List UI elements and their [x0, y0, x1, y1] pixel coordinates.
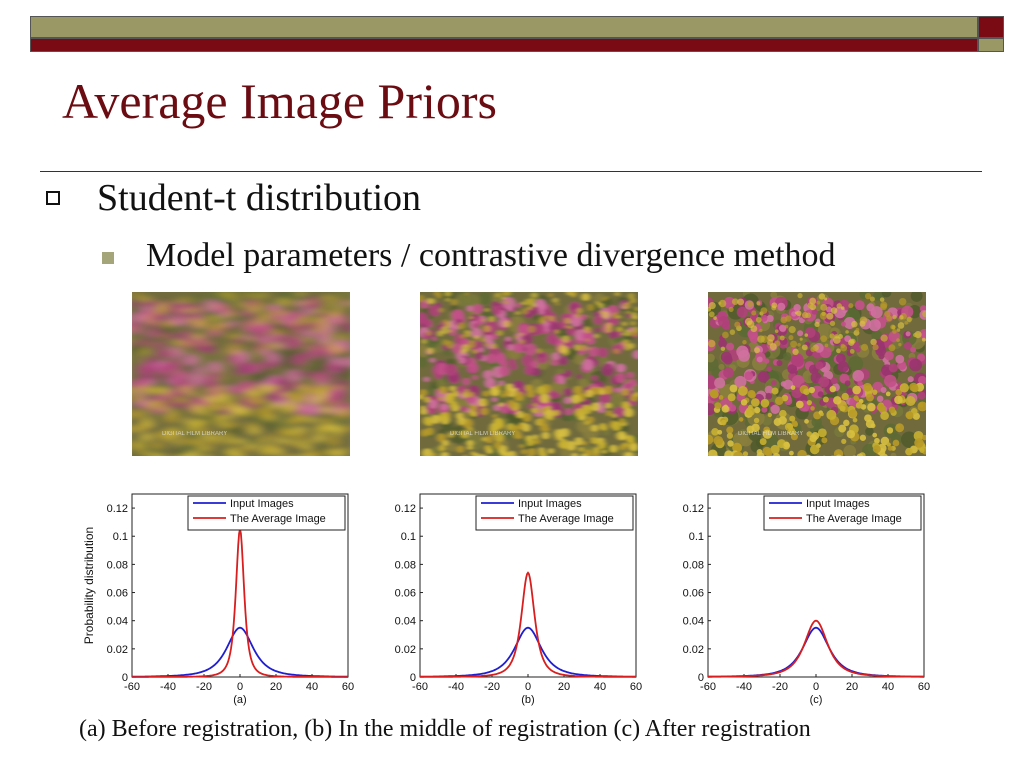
legend-entry: The Average Image [806, 513, 902, 525]
y-tick-label: 0.04 [395, 616, 416, 628]
x-tick-label: 0 [237, 681, 243, 693]
y-tick-label: 0.02 [395, 644, 416, 656]
plot-a: -60 -40 -20 0 20 40 60 0 0.02 0.04 0.06 0.08 0.1 0.12… [78, 488, 364, 715]
legend-entry: Input Images [230, 498, 294, 510]
photo-watermark: DIGITAL FILM LIBRARY [162, 431, 227, 437]
chart-svg: -60 -40 -20 0 20 40 60 0 0.02 0.04 0.06 0.08 0.1 0.12… [683, 493, 930, 706]
header-band-dark [30, 38, 978, 52]
x-axis-label: (a) [233, 694, 246, 706]
x-tick-label: 40 [306, 681, 318, 693]
plot-b: -60 -40 -20 0 20 40 60 0 0.02 0.04 0.06 0.08 0.1 0.12… [366, 488, 652, 715]
y-tick-label: 0.1 [113, 531, 128, 543]
y-tick-label: 0.04 [683, 616, 704, 628]
slide-title: Average Image Priors [62, 73, 498, 129]
legend-box [475, 495, 634, 531]
x-tick-label: -20 [484, 681, 500, 693]
legend-entry: Input Images [518, 498, 582, 510]
x-tick-label: -60 [700, 681, 716, 693]
x-tick-label: 0 [525, 681, 531, 693]
x-tick-label: -40 [448, 681, 464, 693]
x-tick-label: -60 [412, 681, 428, 693]
y-tick-label: 0.12 [395, 503, 416, 515]
y-tick-label: 0.02 [107, 644, 128, 656]
x-tick-label: -20 [196, 681, 212, 693]
y-tick-label: 0.08 [395, 559, 416, 571]
hollow-square-bullet-icon [46, 191, 60, 205]
x-tick-label: -20 [772, 681, 788, 693]
series-line-average-image [708, 619, 924, 678]
x-tick-label: 20 [846, 681, 858, 693]
y-tick-label: 0.12 [683, 503, 704, 515]
x-axis-label: (b) [521, 694, 534, 706]
y-tick-label: 0 [122, 672, 128, 684]
header-corner-olive [978, 38, 1004, 52]
y-tick-label: 0.06 [107, 588, 128, 600]
header-corner-dark [978, 16, 1004, 38]
chart-svg: -60 -40 -20 0 20 40 60 0 0.02 0.04 0.06 0.08 0.1 0.12… [82, 493, 354, 706]
photo-watermark: DIGITAL FILM LIBRARY [738, 431, 803, 437]
chart-svg: -60 -40 -20 0 20 40 60 0 0.02 0.04 0.06 0.08 0.1 0.12… [395, 493, 642, 706]
photo-middle-registration: DIGITAL FILM LIBRARY [420, 292, 638, 456]
header-band-olive [30, 16, 978, 38]
title-divider [40, 171, 982, 172]
plot-c: -60 -40 -20 0 20 40 60 0 0.02 0.04 0.06 0.08 0.1 0.12… [654, 488, 940, 715]
bullet-level2: Model parameters / contrastive divergenc… [146, 237, 836, 274]
y-tick-label: 0 [698, 672, 704, 684]
x-tick-label: 60 [918, 681, 930, 693]
x-tick-label: 20 [558, 681, 570, 693]
legend-entry: Input Images [806, 498, 870, 510]
series-line-average-image [420, 571, 636, 678]
legend-box [763, 495, 922, 531]
y-tick-label: 0 [410, 672, 416, 684]
x-tick-label: 20 [270, 681, 282, 693]
x-tick-label: 40 [594, 681, 606, 693]
photo-watermark: DIGITAL FILM LIBRARY [450, 431, 515, 437]
y-tick-label: 0.04 [107, 616, 128, 628]
legend-box [187, 495, 346, 531]
photo-after-registration: DIGITAL FILM LIBRARY [708, 292, 926, 456]
x-axis-label: (c) [810, 694, 823, 706]
y-tick-label: 0.08 [107, 559, 128, 571]
y-tick-label: 0.06 [395, 588, 416, 600]
y-tick-label: 0.12 [107, 503, 128, 515]
filled-square-bullet-icon [102, 252, 114, 264]
x-tick-label: 60 [630, 681, 642, 693]
x-tick-label: -60 [124, 681, 140, 693]
x-tick-label: 40 [882, 681, 894, 693]
y-tick-label: 0.1 [689, 531, 704, 543]
x-tick-label: -40 [160, 681, 176, 693]
x-tick-label: 0 [813, 681, 819, 693]
legend-entry: The Average Image [230, 513, 326, 525]
y-tick-label: 0.02 [683, 644, 704, 656]
x-tick-label: -40 [736, 681, 752, 693]
figure-caption: (a) Before registration, (b) In the midd… [79, 716, 811, 742]
y-axis-label: Probability distribution [82, 527, 96, 644]
y-tick-label: 0.08 [683, 559, 704, 571]
y-tick-label: 0.06 [683, 588, 704, 600]
y-tick-label: 0.1 [401, 531, 416, 543]
bullet-level1: Student-t distribution [97, 177, 422, 219]
photo-before-registration: DIGITAL FILM LIBRARY [132, 292, 350, 456]
x-tick-label: 60 [342, 681, 354, 693]
legend-entry: The Average Image [518, 513, 614, 525]
